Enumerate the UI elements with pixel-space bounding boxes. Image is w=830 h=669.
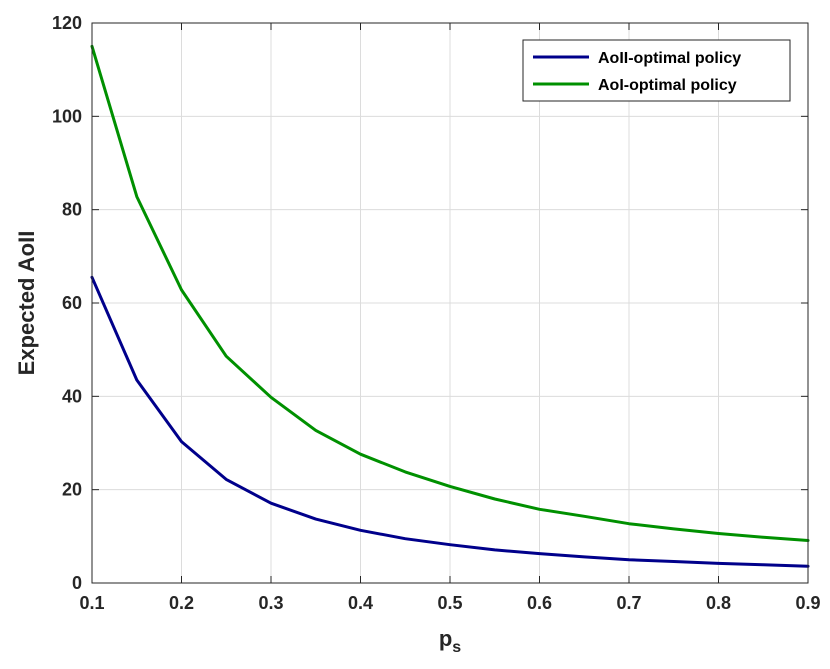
legend-label-2: AoI-optimal policy xyxy=(598,77,737,94)
y-tick-label: 60 xyxy=(62,293,82,313)
y-tick-label: 40 xyxy=(62,386,82,406)
x-tick-label: 0.4 xyxy=(348,593,373,613)
legend-box xyxy=(522,39,791,102)
y-tick-label: 0 xyxy=(72,573,82,593)
x-tick-label: 0.3 xyxy=(258,593,283,613)
y-tick-label: 80 xyxy=(62,200,82,220)
x-tick-label: 0.5 xyxy=(437,593,462,613)
x-tick-label: 0.7 xyxy=(616,593,641,613)
tick-labels-layer: 0.1 0.2 0.3 0.4 0.5 0.6 0.7 0.8 0.9 0 20 40 60 80 100 1… xyxy=(52,13,821,613)
x-tick-label: 0.2 xyxy=(169,593,194,613)
x-tick-label: 0.9 xyxy=(795,593,820,613)
x-axis-label-main: p xyxy=(439,626,452,651)
x-tick-label: 0.8 xyxy=(706,593,731,613)
legend: AoII-optimal policy AoI-optimal policy xyxy=(522,39,791,102)
grid-layer xyxy=(91,22,809,584)
y-tick-label: 20 xyxy=(62,480,82,500)
series-line-2 xyxy=(90,44,810,542)
series-layer xyxy=(90,44,810,568)
series-line-1 xyxy=(90,275,810,568)
legend-label-1: AoII-optimal policy xyxy=(598,50,741,67)
x-tick-label: 0.1 xyxy=(79,593,104,613)
x-axis-label: ps xyxy=(439,626,461,656)
x-tick-label: 0.6 xyxy=(527,593,552,613)
legend-items: AoII-optimal policy AoI-optimal policy xyxy=(533,50,741,94)
x-axis-label-subscript: s xyxy=(452,639,461,656)
ticks-layer xyxy=(91,22,809,584)
y-tick-label: 120 xyxy=(52,13,82,33)
y-tick-label: 100 xyxy=(52,106,82,126)
y-axis-label: Expected AoII xyxy=(14,231,39,376)
